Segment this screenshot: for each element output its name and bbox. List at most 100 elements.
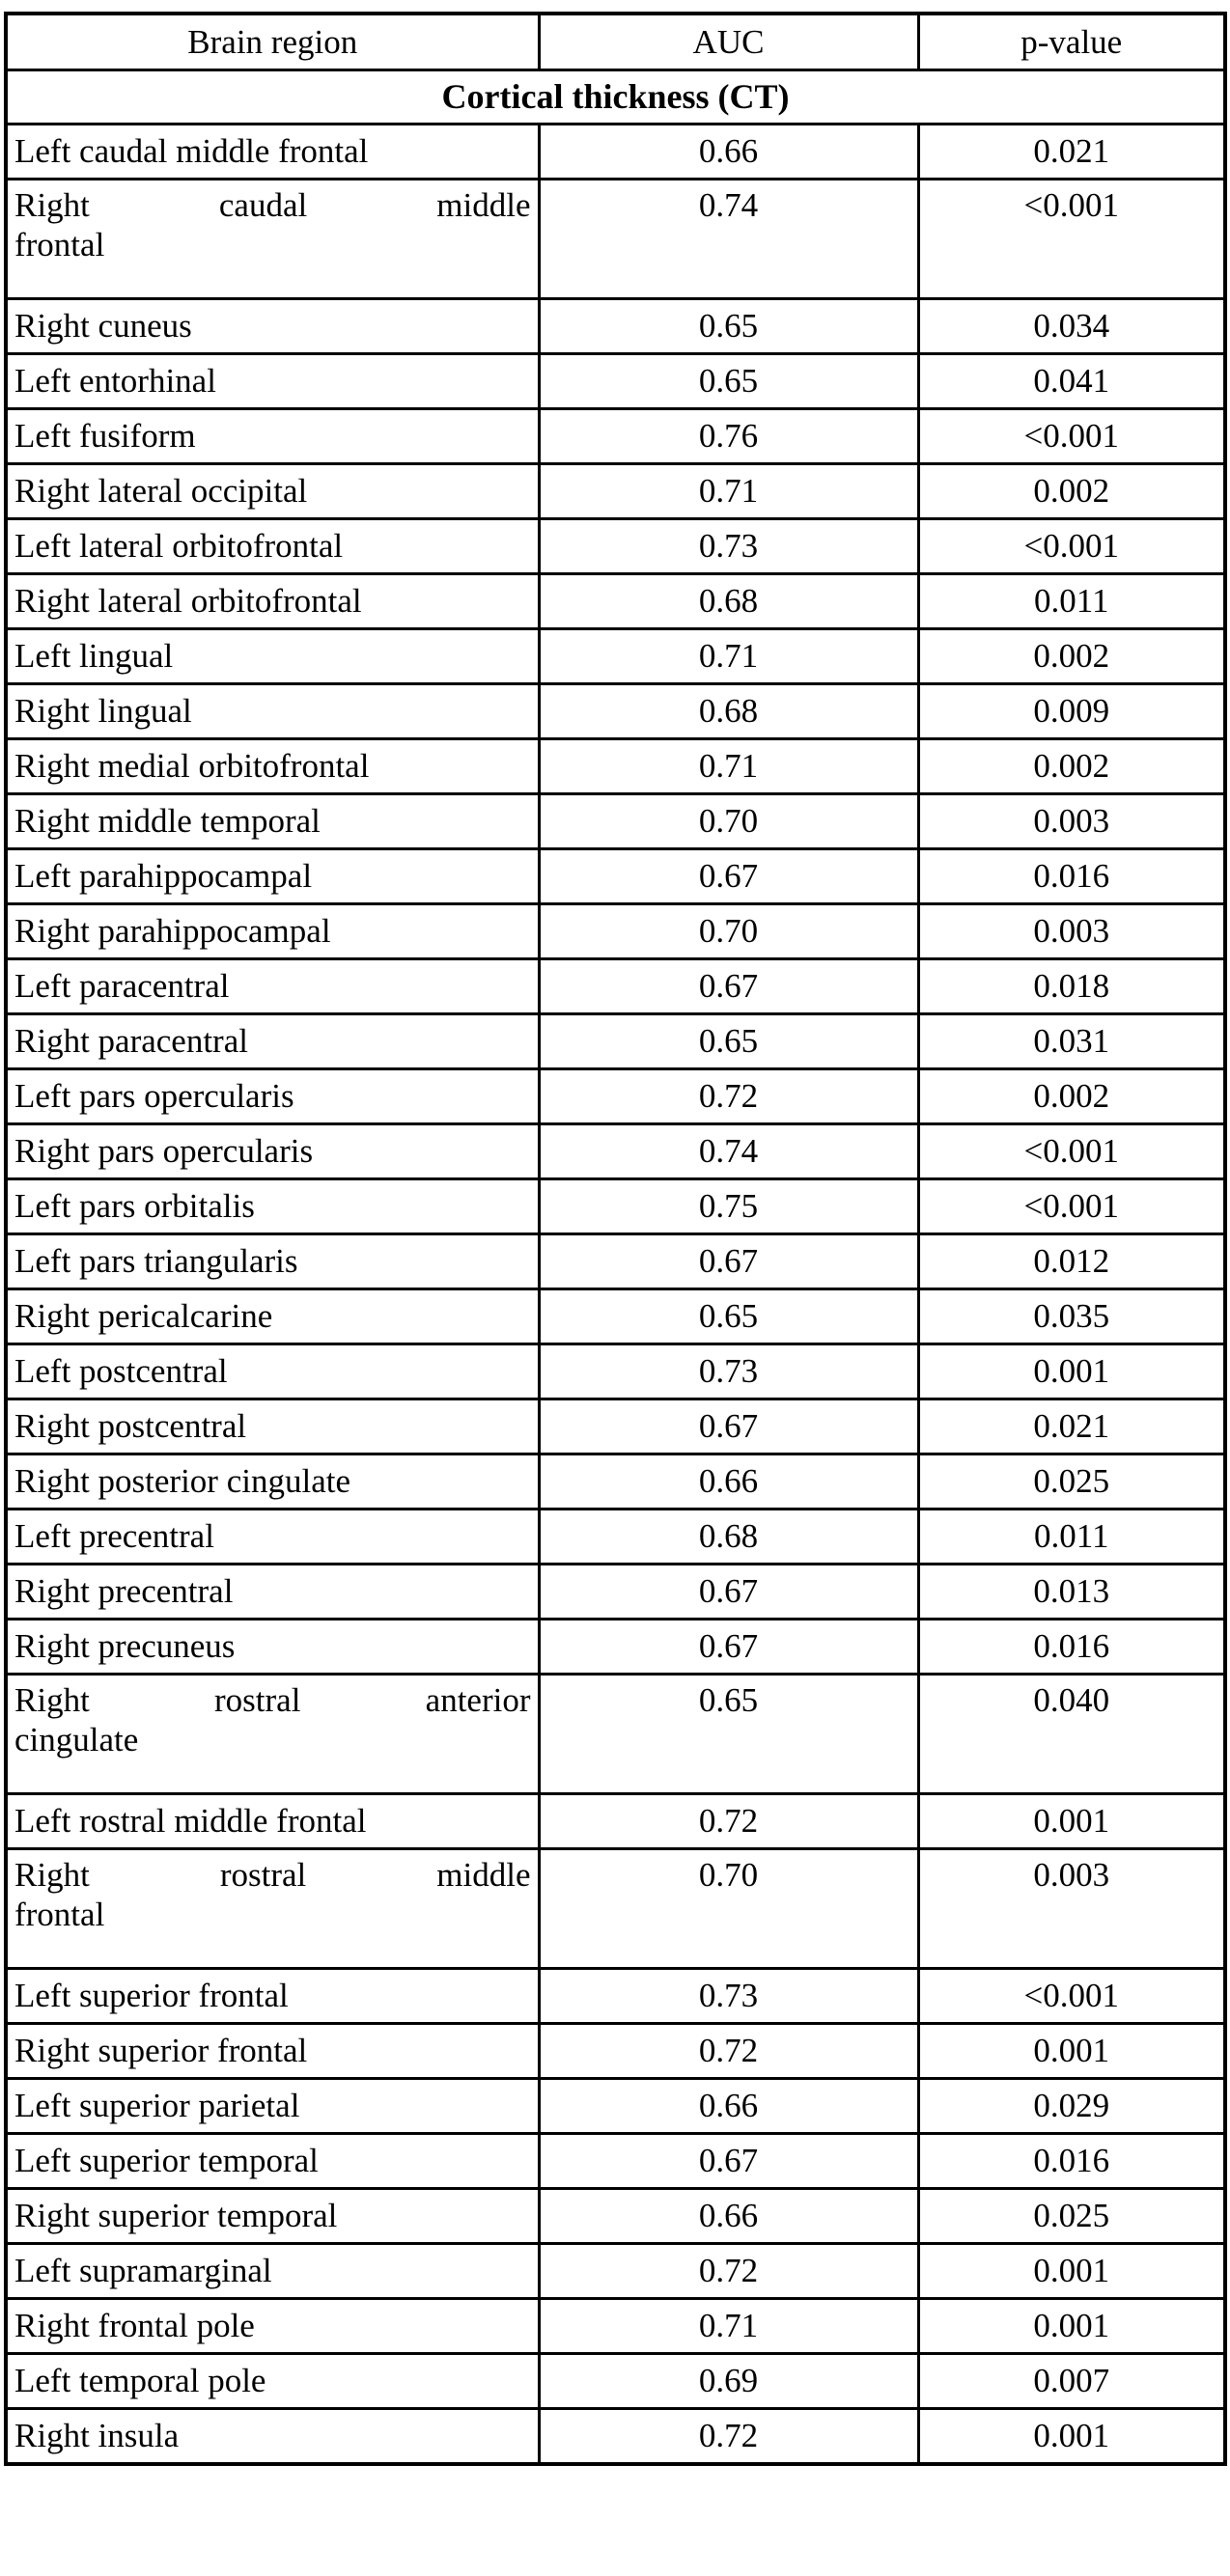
section-row: Cortical thickness (CT) (4, 69, 1227, 125)
table-row: Right middle temporal 0.70 0.003 (4, 792, 1227, 850)
p-value-cell: 0.011 (916, 572, 1227, 630)
brain-region-line: Right caudal middle (14, 186, 531, 224)
p-value-cell: 0.016 (916, 1618, 1227, 1676)
auc-value-cell: 0.73 (537, 1343, 920, 1400)
p-value-cell: <0.001 (916, 1122, 1227, 1180)
p-value-cell: 0.025 (916, 1453, 1227, 1510)
brain-region-cell: Right medial orbitofrontal (4, 737, 541, 795)
p-value-cell: 0.003 (916, 902, 1227, 960)
brain-region-cell: Right lateral occipital (4, 462, 541, 520)
auc-value-cell: 0.67 (537, 847, 920, 905)
p-value-cell: 0.001 (916, 2242, 1227, 2300)
auc-value-cell: 0.67 (537, 957, 920, 1015)
table-row: Left postcentral 0.73 0.001 (4, 1343, 1227, 1400)
table-row: Left superior parietal 0.66 0.029 (4, 2077, 1227, 2135)
brain-region-cell: Left pars orbitalis (4, 1177, 541, 1235)
table-row: Right superior temporal 0.66 0.025 (4, 2187, 1227, 2245)
column-header-brain-region: Brain region (4, 12, 541, 71)
brain-region-cell: Left parahippocampal (4, 847, 541, 905)
column-header-auc: AUC (537, 12, 920, 71)
brain-region-cell: Right precentral (4, 1563, 541, 1620)
brain-region-cell: Right superior frontal (4, 2022, 541, 2080)
table-row: Left caudal middle frontal 0.66 0.021 (4, 123, 1227, 180)
p-value-cell: 0.035 (916, 1288, 1227, 1345)
brain-region-cell: Left superior temporal (4, 2132, 541, 2190)
table-row: Right lateral orbitofrontal 0.68 0.011 (4, 572, 1227, 630)
brain-region-line: cingulate (14, 1721, 139, 1759)
auc-value-cell: 0.67 (537, 1233, 920, 1290)
auc-value-cell: 0.65 (537, 352, 920, 410)
brain-region-line: Right rostral middle (14, 1856, 531, 1894)
auc-value-cell: 0.69 (537, 2352, 920, 2410)
auc-value-cell: 0.65 (537, 297, 920, 355)
table-row: Right rostral anterior cingulate 0.65 0.040 (4, 1673, 1227, 1795)
table-row: Right pericalcarine 0.65 0.035 (4, 1288, 1227, 1345)
auc-value-cell: 0.65 (537, 1673, 920, 1795)
p-value-cell: 0.007 (916, 2352, 1227, 2410)
table-row: Right frontal pole 0.71 0.001 (4, 2297, 1227, 2355)
p-value-cell: 0.021 (916, 123, 1227, 180)
auc-value-cell: 0.66 (537, 1453, 920, 1510)
table-row: Left superior temporal 0.67 0.016 (4, 2132, 1227, 2190)
table-row: Left pars opercularis 0.72 0.002 (4, 1067, 1227, 1125)
auc-value-cell: 0.71 (537, 2297, 920, 2355)
brain-region-cell: Right pericalcarine (4, 1288, 541, 1345)
auc-value-cell: 0.72 (537, 2022, 920, 2080)
p-value-cell: 0.001 (916, 1792, 1227, 1850)
table-row: Left lingual 0.71 0.002 (4, 627, 1227, 685)
auc-value-cell: 0.68 (537, 1508, 920, 1565)
brain-region-cell: Left temporal pole (4, 2352, 541, 2410)
auc-value-cell: 0.71 (537, 737, 920, 795)
brain-region-cell: Left superior frontal (4, 1967, 541, 2025)
table-row: Left supramarginal 0.72 0.001 (4, 2242, 1227, 2300)
table-row: Left superior frontal 0.73 <0.001 (4, 1967, 1227, 2025)
p-value-cell: 0.013 (916, 1563, 1227, 1620)
p-value-cell: <0.001 (916, 1177, 1227, 1235)
brain-region-cell: Right lateral orbitofrontal (4, 572, 541, 630)
table-row: Left paracentral 0.67 0.018 (4, 957, 1227, 1015)
p-value-cell: 0.021 (916, 1398, 1227, 1455)
brain-region-cell: Left rostral middle frontal (4, 1792, 541, 1850)
table-row: Right cuneus 0.65 0.034 (4, 297, 1227, 355)
table-row: Left pars triangularis 0.67 0.012 (4, 1233, 1227, 1290)
brain-region-line: Right rostral anterior (14, 1681, 531, 1719)
auc-value-cell: 0.67 (537, 1398, 920, 1455)
table-row: Right lateral occipital 0.71 0.002 (4, 462, 1227, 520)
auc-value-cell: 0.65 (537, 1012, 920, 1070)
p-value-cell: 0.040 (916, 1673, 1227, 1795)
brain-region-cell: Left supramarginal (4, 2242, 541, 2300)
brain-region-cell: Right postcentral (4, 1398, 541, 1455)
brain-region-cell: Right parahippocampal (4, 902, 541, 960)
section-title: Cortical thickness (CT) (4, 69, 1227, 125)
p-value-cell: 0.002 (916, 1067, 1227, 1125)
p-value-cell: 0.002 (916, 737, 1227, 795)
auc-value-cell: 0.72 (537, 1792, 920, 1850)
auc-value-cell: 0.68 (537, 682, 920, 740)
table-row: Right precuneus 0.67 0.016 (4, 1618, 1227, 1676)
table-row: Right superior frontal 0.72 0.001 (4, 2022, 1227, 2080)
auc-value-cell: 0.70 (537, 1847, 920, 1970)
auc-value-cell: 0.72 (537, 1067, 920, 1125)
table-row: Right medial orbitofrontal 0.71 0.002 (4, 737, 1227, 795)
auc-value-cell: 0.68 (537, 572, 920, 630)
table-row: Right precentral 0.67 0.013 (4, 1563, 1227, 1620)
brain-region-cell: Right cuneus (4, 297, 541, 355)
table-row: Left temporal pole 0.69 0.007 (4, 2352, 1227, 2410)
brain-region-cell: Right paracentral (4, 1012, 541, 1070)
brain-region-cell: Right rostral anterior cingulate (4, 1673, 541, 1795)
auc-value-cell: 0.65 (537, 1288, 920, 1345)
auc-value-cell: 0.66 (537, 123, 920, 180)
table-row: Right pars opercularis 0.74 <0.001 (4, 1122, 1227, 1180)
p-value-cell: 0.031 (916, 1012, 1227, 1070)
table-row: Right posterior cingulate 0.66 0.025 (4, 1453, 1227, 1510)
brain-region-cell: Right superior temporal (4, 2187, 541, 2245)
brain-region-cell: Right middle temporal (4, 792, 541, 850)
p-value-cell: 0.003 (916, 792, 1227, 850)
brain-region-cell: Left lingual (4, 627, 541, 685)
auc-value-cell: 0.70 (537, 902, 920, 960)
auc-value-cell: 0.66 (537, 2077, 920, 2135)
brain-region-cell: Right rostral middle frontal (4, 1847, 541, 1970)
table-row: Right postcentral 0.67 0.021 (4, 1398, 1227, 1455)
p-value-cell: 0.025 (916, 2187, 1227, 2245)
auc-value-cell: 0.71 (537, 462, 920, 520)
